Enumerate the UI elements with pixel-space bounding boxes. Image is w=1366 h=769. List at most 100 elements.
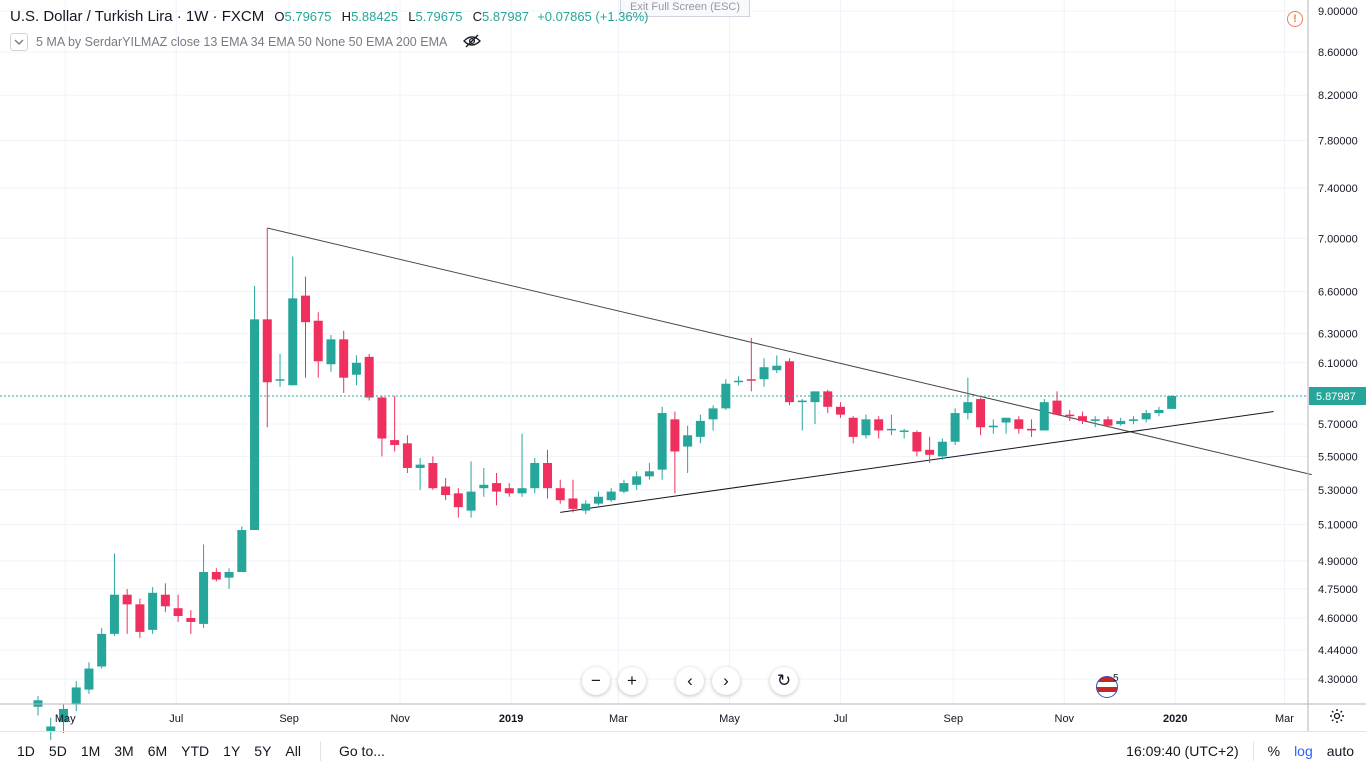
candle-body: [186, 618, 196, 622]
candle: [1103, 416, 1113, 428]
x-tick-label: May: [719, 713, 740, 725]
candle: [173, 594, 183, 622]
zoom-in-button[interactable]: +: [618, 667, 646, 695]
clock-time[interactable]: 16:09:40 (UTC+2): [1126, 742, 1239, 759]
x-tick-label: May: [55, 713, 76, 725]
candle: [1167, 395, 1177, 409]
y-tick-label: 6.10000: [1318, 358, 1358, 370]
trendline-ascending-support[interactable]: [560, 410, 1274, 513]
candle-body: [135, 604, 145, 632]
candle: [976, 397, 986, 436]
candle-body: [988, 425, 998, 428]
y-tick-label: 8.20000: [1318, 90, 1358, 102]
y-tick-label: 5.30000: [1318, 485, 1358, 497]
hidden-eye-icon[interactable]: [463, 34, 482, 51]
range-button-5d[interactable]: 5D: [48, 742, 67, 759]
candle-body: [109, 594, 119, 634]
chart-axes: 9.00000 8.60000 8.20000 7.80000 7.40000 7.000…: [0, 0, 1366, 731]
candle: [351, 355, 361, 386]
candle: [97, 627, 107, 669]
range-button-3m[interactable]: 3M: [114, 742, 134, 759]
range-button-5y[interactable]: 5Y: [254, 742, 272, 759]
candle-body: [1103, 419, 1113, 426]
candle-body: [479, 484, 489, 489]
range-button-ytd[interactable]: YTD: [181, 742, 210, 759]
candle: [708, 405, 718, 431]
candle: [899, 428, 909, 439]
candle: [1141, 409, 1151, 423]
candle: [402, 435, 412, 473]
scroll-right-button[interactable]: ›: [712, 667, 740, 695]
log-scale-button[interactable]: log: [1294, 742, 1313, 759]
change-value: +0.07865 (+1.36%): [537, 9, 649, 24]
range-button-1y[interactable]: 1Y: [223, 742, 241, 759]
gear-icon[interactable]: [1328, 708, 1346, 726]
candle: [186, 610, 196, 634]
candle: [632, 471, 642, 490]
range-button-1m[interactable]: 1M: [80, 742, 101, 759]
open-value: 5.79675: [284, 9, 332, 24]
candles: [33, 228, 1177, 740]
range-button-all[interactable]: All: [285, 742, 301, 759]
zoom-out-button[interactable]: −: [582, 667, 610, 695]
exit-fullscreen-button[interactable]: Exit Full Screen (ESC): [620, 0, 750, 17]
scroll-left-button[interactable]: ‹: [676, 667, 704, 695]
candle: [1077, 411, 1087, 425]
candle: [530, 458, 540, 494]
x-tick-label: Sep: [944, 713, 964, 725]
candle: [224, 568, 234, 589]
candle-body: [453, 493, 463, 508]
candle-body: [326, 339, 336, 365]
range-button-1d[interactable]: 1D: [17, 742, 35, 759]
events-badge[interactable]: 5: [1096, 673, 1119, 698]
low-value: 5.79675: [415, 9, 463, 24]
candle-body: [530, 462, 540, 489]
candle: [211, 568, 221, 582]
go-to-date-button[interactable]: Go to...: [338, 742, 385, 759]
low-label: L: [408, 9, 416, 24]
candle-body: [899, 430, 909, 432]
candle: [109, 553, 119, 636]
candle: [377, 395, 387, 457]
x-tick-label: Jul: [833, 713, 847, 725]
last-price-label: 5.87987: [1316, 391, 1356, 403]
reset-chart-button[interactable]: ↻: [770, 667, 798, 695]
y-tick-label: 5.10000: [1318, 520, 1358, 532]
candle: [963, 377, 973, 420]
alert-icon[interactable]: !: [1287, 11, 1303, 27]
chevron-down-icon: [14, 39, 24, 45]
candle: [886, 414, 896, 436]
candle-body: [402, 443, 412, 468]
candle: [428, 456, 438, 490]
candle: [1014, 416, 1024, 434]
candle: [759, 358, 769, 387]
indicator-label[interactable]: 5 MA by SerdarYILMAZ close 13 EMA 34 EMA…: [36, 35, 448, 49]
candle-body: [377, 397, 387, 439]
candle-body: [823, 391, 833, 407]
candle-body: [211, 572, 221, 580]
trendline-descending-resistance[interactable]: [267, 227, 1312, 476]
percent-scale-button[interactable]: %: [1267, 742, 1281, 759]
candle-body: [160, 594, 170, 607]
candle: [937, 438, 947, 460]
auto-scale-button[interactable]: auto: [1326, 742, 1354, 759]
candle: [275, 353, 285, 387]
high-value: 5.88425: [351, 9, 399, 24]
indicator-collapse-toggle[interactable]: [10, 33, 28, 51]
candle-body: [670, 419, 680, 452]
chart-navigation: − + ‹ › ↻: [582, 667, 798, 695]
candle-body: [708, 408, 718, 420]
candle-body: [122, 594, 132, 605]
candle: [1154, 406, 1164, 417]
y-tick-label: 5.50000: [1318, 451, 1358, 463]
candle: [606, 488, 616, 502]
candle-body: [886, 428, 896, 431]
last-price-badge: [1309, 386, 1366, 405]
candle: [237, 526, 247, 573]
candle: [721, 379, 731, 410]
range-button-6m[interactable]: 6M: [147, 742, 168, 759]
candle: [734, 376, 744, 386]
candle-body: [581, 503, 591, 511]
candle: [1027, 419, 1037, 437]
